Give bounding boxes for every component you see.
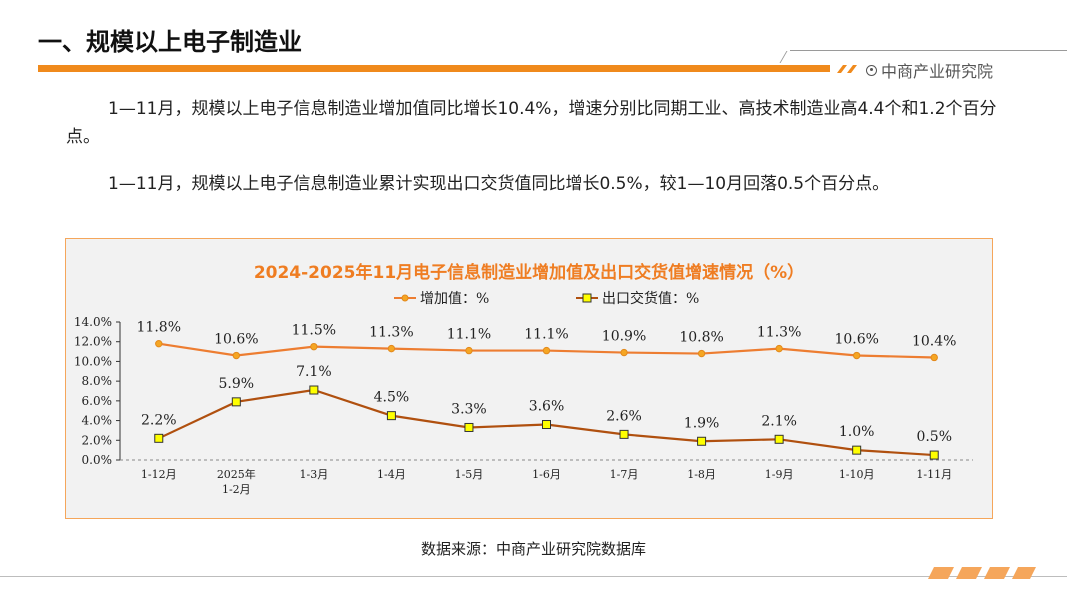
series-1-point xyxy=(232,351,241,360)
header-stripes-icon xyxy=(837,65,857,73)
line-chart: 0.0% 2.0% 4.0% 6.0% 8.0% 10.0% 12.0% 14.0% 1-12月… xyxy=(74,290,973,496)
chart-container: 2024-2025年11月电子信息制造业增加值及出口交货值增速情况（%） 0.0… xyxy=(65,238,993,519)
data-label: 10.6% xyxy=(214,332,258,348)
x-tick-label: 1-11月 xyxy=(916,468,952,481)
y-tick-label: 0.0% xyxy=(82,453,113,467)
chart-title: 2024-2025年11月电子信息制造业增加值及出口交货值增速情况（%） xyxy=(253,263,805,283)
series-2-point xyxy=(386,411,396,421)
data-label: 10.9% xyxy=(602,329,646,345)
x-tick-label: 1-12月 xyxy=(141,468,177,481)
legend-label-2: 出口交货值：% xyxy=(602,290,699,307)
legend-marker-1 xyxy=(401,294,409,302)
header-gray-rule xyxy=(790,50,1067,51)
series-2-point xyxy=(154,433,164,443)
brand-circle-icon xyxy=(866,64,877,76)
series-1-point xyxy=(620,348,628,357)
data-label: 10.4% xyxy=(912,333,956,349)
data-label: 5.9% xyxy=(219,376,255,392)
x-tick-label: 1-3月 xyxy=(300,468,329,481)
series-1-point xyxy=(155,339,163,348)
paragraph-1: 1—11月，规模以上电子信息制造业增加值同比增长10.4%，增速分别比同期工业、… xyxy=(66,99,997,147)
y-tick-label: 14.0% xyxy=(74,315,112,329)
x-tick-label: 1-6月 xyxy=(532,468,561,481)
data-label: 2.1% xyxy=(761,413,797,429)
series-2-point xyxy=(542,420,551,430)
x-tick-label: 1-8月 xyxy=(687,468,716,481)
footer-line xyxy=(0,576,1067,577)
data-label: 1.9% xyxy=(684,415,720,431)
y-tick-label: 8.0% xyxy=(82,374,113,388)
x-tick-label: 1-9月 xyxy=(765,468,794,481)
brand-name: 中商产业研究院 xyxy=(881,62,994,81)
x-tick-label: 1-5月 xyxy=(455,468,484,481)
x-tick-label: 1-10月 xyxy=(839,468,875,481)
data-label: 11.1% xyxy=(524,327,568,343)
series-2-point xyxy=(697,436,707,446)
series-1-point xyxy=(310,342,318,351)
x-tick-label: 2025年 1-2月 xyxy=(217,467,256,496)
data-label: 10.8% xyxy=(679,330,723,346)
y-tick-label: 6.0% xyxy=(82,394,113,408)
series-1-point xyxy=(542,346,551,355)
y-tick-label: 10.0% xyxy=(74,354,112,368)
series-1-point xyxy=(852,351,861,360)
series-2-point xyxy=(231,397,241,407)
series-2-point xyxy=(619,429,629,439)
data-label: 11.8% xyxy=(137,320,181,336)
data-label: 2.2% xyxy=(141,412,177,428)
legend-marker-2 xyxy=(582,293,592,303)
series-1-point xyxy=(930,353,938,362)
page-title: 一、规模以上电子制造业 xyxy=(38,28,302,56)
footer-stripes-icon xyxy=(928,567,1036,579)
data-label: 2.6% xyxy=(606,408,642,424)
paragraph-2: 1—11月，规模以上电子信息制造业累计实现出口交货值同比增长0.5%，较1—10… xyxy=(108,174,890,194)
data-source: 数据来源：中商产业研究院数据库 xyxy=(420,540,646,558)
y-tick-label: 4.0% xyxy=(82,414,113,428)
data-label: 1.0% xyxy=(839,424,875,440)
data-label: 7.1% xyxy=(296,364,332,380)
series-2-point xyxy=(929,450,939,460)
x-tick-label: 1-4月 xyxy=(377,468,406,481)
series-2-point xyxy=(774,434,784,444)
series-1-point xyxy=(697,349,706,358)
y-tick-label: 12.0% xyxy=(74,335,112,349)
series-1-point xyxy=(387,344,396,353)
data-label: 4.5% xyxy=(374,390,410,406)
x-tick-label: 1-7月 xyxy=(610,468,639,481)
series-2-point xyxy=(309,385,319,395)
data-label: 3.6% xyxy=(529,399,565,415)
data-label: 11.3% xyxy=(757,325,801,341)
y-tick-label: 2.0% xyxy=(82,433,113,447)
header-rule-slant xyxy=(779,51,788,63)
data-label: 10.6% xyxy=(834,332,878,348)
series-2-point xyxy=(464,422,474,432)
series-1-point xyxy=(465,346,473,355)
brand-label: 中商产业研究院 xyxy=(866,58,993,82)
data-label: 11.1% xyxy=(447,327,491,343)
series-1-point xyxy=(775,344,783,353)
data-label: 0.5% xyxy=(916,429,952,445)
data-label: 3.3% xyxy=(451,401,487,417)
data-label: 11.5% xyxy=(292,323,336,339)
legend-label-1: 增加值：% xyxy=(420,291,489,307)
data-label: 11.3% xyxy=(369,325,413,341)
header-orange-rule xyxy=(38,65,830,72)
series-2-point xyxy=(852,445,862,455)
